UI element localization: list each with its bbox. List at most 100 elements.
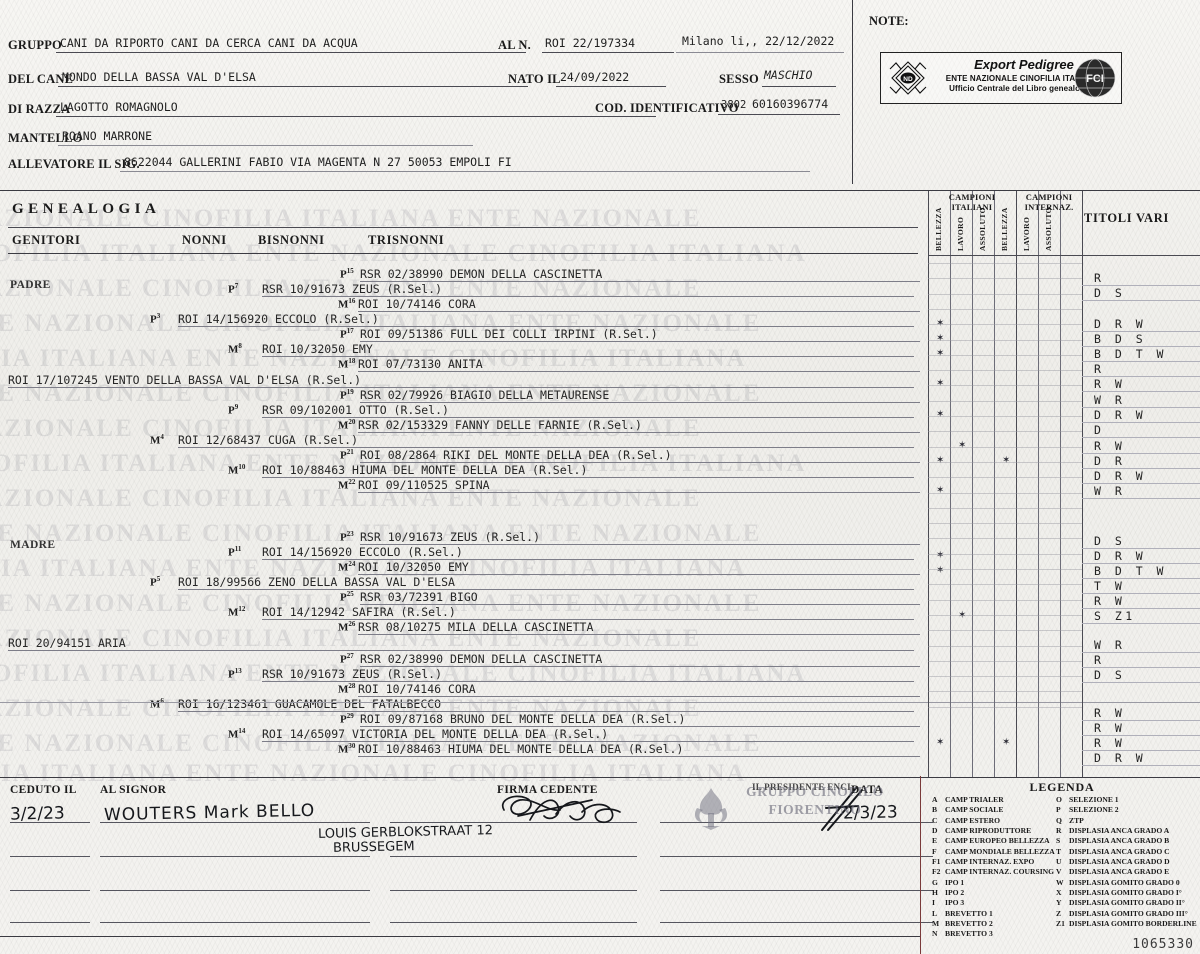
titoli-vari-value: W R xyxy=(1094,638,1126,652)
note-box: NOTE: ND Export Pedigree ENTE NAZIONALE … xyxy=(852,0,1200,184)
legend-text: IPO 3 xyxy=(945,898,965,908)
legend-right-item: T DISPLASIA ANCA GRADO C xyxy=(1056,847,1197,857)
pedigree-code: P23 xyxy=(340,530,354,544)
titoli-vari-value: B D S xyxy=(1094,332,1147,346)
giglio-fiorentino-icon xyxy=(694,788,728,830)
pedigree-rule xyxy=(358,311,920,312)
champion-grid-rule xyxy=(928,339,1082,341)
pedigree-rule xyxy=(360,281,920,282)
legend-right-item: Z1 DISPLASIA GOMITO BORDERLINE xyxy=(1056,919,1197,929)
titoli-vari-value: D S xyxy=(1094,668,1126,682)
titoli-vari-value: D xyxy=(1094,423,1105,437)
pedigree-name: RSR 08/10275 MILA DELLA CASCINETTA xyxy=(358,620,594,634)
pedigree-code: M24 xyxy=(338,560,356,574)
ceduto-il-value: 3/2/23 xyxy=(9,803,65,825)
titoli-vari-label: TITOLI VARI xyxy=(1083,211,1170,225)
field-value-2: LAGOTTO ROMAGNOLO xyxy=(60,100,178,114)
legend-right-item: U DISPLASIA ANCA GRADO D xyxy=(1056,857,1197,867)
legend-text: CAMP MONDIALE BELLEZZA xyxy=(945,846,1055,856)
champion-grid-rule xyxy=(928,492,1082,494)
legend-left-item: C CAMP ESTERO xyxy=(932,816,1055,826)
legend-left-item: G IPO 1 xyxy=(932,878,1055,888)
legend-key: A xyxy=(932,795,938,804)
legend-key: C xyxy=(932,815,938,825)
champion-grid-rule xyxy=(928,461,1082,463)
champion-grid-rule xyxy=(928,706,1082,708)
legend-text: CAMP ESTERO xyxy=(945,815,1001,825)
pedigree-name: RSR 10/91673 ZEUS (R.Sel.) xyxy=(262,667,443,681)
legend-text: ZTP xyxy=(1069,815,1084,825)
champion-grid-rule xyxy=(928,446,1082,448)
legend-key: Z1 xyxy=(1056,919,1065,929)
sesso-value: MASCHIO xyxy=(764,68,813,82)
legend-text: BREVETTO 3 xyxy=(945,929,993,939)
titoli-vari-value: R W xyxy=(1094,594,1126,608)
titoli-vari-value: R W xyxy=(1094,377,1126,391)
column-header-genitori: GENITORI xyxy=(12,233,81,247)
champion-star: ✶ xyxy=(1002,455,1011,466)
al-signor-address-2: BRUSSEGEM xyxy=(332,839,415,856)
legend-key: P xyxy=(1056,805,1061,815)
al-n-label: AL N. xyxy=(498,38,531,52)
legend-key: V xyxy=(1056,867,1062,877)
pedigree-rule xyxy=(358,492,920,493)
titoli-vari-value: R W xyxy=(1094,706,1126,720)
footer-rule xyxy=(10,922,90,923)
champion-grid-rule xyxy=(928,538,1082,540)
titoli-rule xyxy=(1082,578,1200,579)
pedigree-code: M22 xyxy=(338,478,356,492)
pedigree-rule xyxy=(262,477,914,478)
field-label-1: DEL CANE xyxy=(8,72,74,86)
footer-rule xyxy=(497,856,637,857)
legend-column-left: A CAMP TRIALER B CAMP SOCIALE C CAMP ESTERO D C… xyxy=(932,795,1055,940)
champion-grid-rule xyxy=(928,324,1082,326)
legend-key: M xyxy=(932,919,940,929)
legend-right-item: Z DISPLASIA GOMITO GRADO III° xyxy=(1056,909,1197,919)
madre-label: MADRE xyxy=(10,539,56,551)
pedigree-code: M16 xyxy=(338,297,356,311)
column-header-trisnonni: TRISNONNI xyxy=(368,233,445,247)
legend-left-item: M BREVETTO 2 xyxy=(932,919,1055,929)
pedigree-code: M8 xyxy=(228,342,242,356)
pedigree-rule xyxy=(360,341,920,342)
champion-grid-rule xyxy=(928,569,1082,570)
legend-key: F xyxy=(932,846,937,856)
champion-star: ✶ xyxy=(958,610,967,621)
genealogia-title: GENEALOGIA xyxy=(12,201,161,217)
legend-key: H xyxy=(932,888,938,898)
legend-text: SELEZIONE 1 xyxy=(1069,795,1119,804)
champion-grid-rule xyxy=(928,308,1082,310)
pedigree-name: ROI 14/156920 ECCOLO (R.Sel.) xyxy=(262,545,463,559)
champion-grid-rule xyxy=(928,553,1082,555)
legend-right-item: X DISPLASIA GOMITO GRADO I° xyxy=(1056,888,1197,898)
footer-rule xyxy=(790,922,890,923)
titoli-vari-value: R xyxy=(1094,271,1105,285)
champion-grid-rule xyxy=(928,507,1082,509)
svg-text:ND: ND xyxy=(903,76,913,83)
ceduto-il-label: CEDUTO IL xyxy=(10,784,77,796)
titoli-vari-value: B D T W xyxy=(1094,564,1167,578)
titoli-vari-value: D R W xyxy=(1094,751,1147,765)
field-label-3: MANTELLO xyxy=(8,131,83,145)
export-pedigree-stamp: ND Export Pedigree ENTE NAZIONALE CINOFI… xyxy=(880,52,1122,104)
pedigree-rule xyxy=(358,432,920,433)
stamp-line-2: Ufficio Centrale del Libro genealogico xyxy=(949,84,1097,93)
titoli-vari-value: D R W xyxy=(1094,408,1147,422)
pedigree-name: ROI 07/73130 ANITA xyxy=(358,357,483,371)
column-header-rule xyxy=(8,253,918,254)
footer-rule xyxy=(660,890,790,891)
presidente-label: IL PRESIDENTE ENCI xyxy=(752,782,851,792)
legend-left-item: F CAMP MONDIALE BELLEZZA xyxy=(932,847,1055,857)
legend-key: Z xyxy=(1056,908,1062,918)
pedigree-rule xyxy=(360,726,920,727)
legend-text: DISPLASIA GOMITO GRADO I° xyxy=(1069,888,1182,898)
legend-text: CAMP RIPRODUTTORE xyxy=(945,826,1032,836)
champion-grid-rule xyxy=(928,691,1082,693)
champion-star: ✶ xyxy=(936,318,945,329)
legend-key: F1 xyxy=(932,857,941,867)
pedigree-rule xyxy=(358,756,920,757)
field-rule-1 xyxy=(58,86,528,87)
legend-key: F2 xyxy=(932,867,941,877)
pedigree-code: M14 xyxy=(228,727,246,741)
legend-column-right: O SELEZIONE 1 P SELEZIONE 2 Q ZTP R DISPLASIA A… xyxy=(1056,795,1197,929)
